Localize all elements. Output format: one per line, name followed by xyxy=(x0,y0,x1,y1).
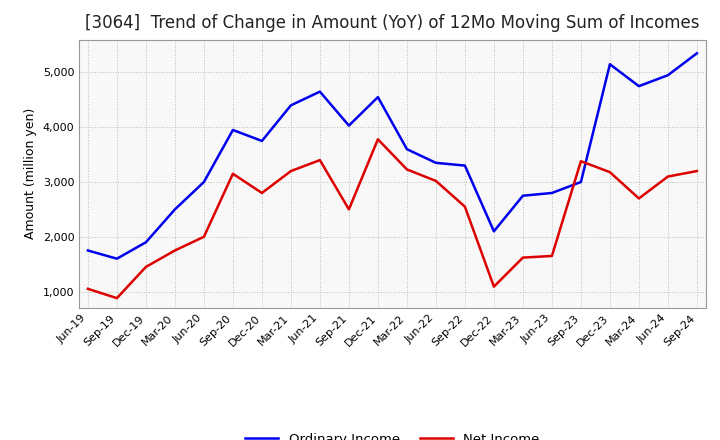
Ordinary Income xyxy=(461,163,469,168)
Net Income xyxy=(345,207,354,212)
Net Income xyxy=(258,191,266,196)
Ordinary Income xyxy=(634,84,643,89)
Ordinary Income xyxy=(606,62,614,67)
Net Income xyxy=(84,286,92,291)
Net Income xyxy=(374,137,382,142)
Net Income xyxy=(548,253,557,259)
Net Income xyxy=(634,196,643,201)
Ordinary Income xyxy=(693,51,701,56)
Net Income xyxy=(664,174,672,179)
Ordinary Income xyxy=(84,248,92,253)
Ordinary Income xyxy=(518,193,527,198)
Ordinary Income xyxy=(112,256,121,261)
Ordinary Income xyxy=(228,127,237,132)
Net Income xyxy=(518,255,527,260)
Ordinary Income xyxy=(402,147,411,152)
Net Income xyxy=(606,169,614,175)
Net Income xyxy=(431,178,440,183)
Legend: Ordinary Income, Net Income: Ordinary Income, Net Income xyxy=(240,427,545,440)
Ordinary Income xyxy=(199,180,208,185)
Ordinary Income xyxy=(142,240,150,245)
Net Income xyxy=(402,167,411,172)
Net Income xyxy=(490,284,498,289)
Line: Net Income: Net Income xyxy=(88,139,697,298)
Net Income xyxy=(142,264,150,270)
Title: [3064]  Trend of Change in Amount (YoY) of 12Mo Moving Sum of Incomes: [3064] Trend of Change in Amount (YoY) o… xyxy=(85,15,700,33)
Net Income xyxy=(112,296,121,301)
Ordinary Income xyxy=(664,73,672,78)
Ordinary Income xyxy=(171,207,179,212)
Y-axis label: Amount (million yen): Amount (million yen) xyxy=(24,108,37,239)
Ordinary Income xyxy=(374,95,382,100)
Net Income xyxy=(171,248,179,253)
Net Income xyxy=(461,204,469,209)
Line: Ordinary Income: Ordinary Income xyxy=(88,53,697,259)
Ordinary Income xyxy=(577,180,585,185)
Net Income xyxy=(577,158,585,164)
Ordinary Income xyxy=(315,89,324,94)
Ordinary Income xyxy=(431,160,440,165)
Net Income xyxy=(287,169,295,174)
Ordinary Income xyxy=(548,191,557,196)
Net Income xyxy=(315,158,324,163)
Ordinary Income xyxy=(287,103,295,108)
Ordinary Income xyxy=(345,123,354,128)
Net Income xyxy=(199,234,208,239)
Net Income xyxy=(228,171,237,176)
Ordinary Income xyxy=(258,138,266,143)
Net Income xyxy=(693,169,701,174)
Ordinary Income xyxy=(490,229,498,234)
